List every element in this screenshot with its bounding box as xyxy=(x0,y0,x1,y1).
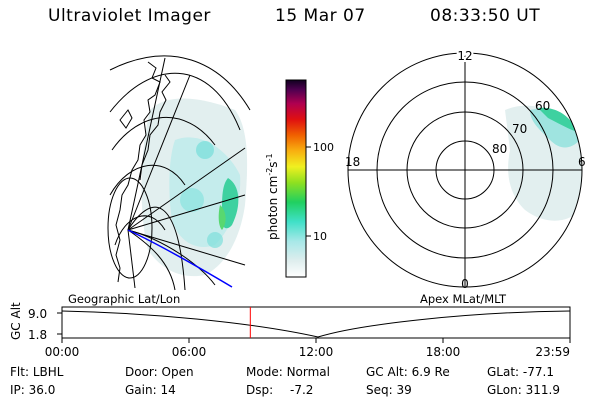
colorbar-tick-10: 10 xyxy=(313,230,327,243)
status-mode: Mode: Normal xyxy=(246,365,330,379)
altitude-timeline: GC Alt 9.0 1.8 00:00 06:00 12:00 18:00 2… xyxy=(9,302,571,359)
status-flt: Flt: LBHL xyxy=(10,365,64,379)
geographic-map: Geographic Lat/Lon xyxy=(68,55,251,306)
coastline-inner xyxy=(139,74,171,181)
time-label: 08:33:50 UT xyxy=(430,6,541,26)
mlt-label-12: 12 xyxy=(457,49,472,63)
status-dsp: Dsp: -7.2 xyxy=(246,383,313,397)
status-door: Door: Open xyxy=(125,365,194,379)
svg-text:12: 12 xyxy=(457,49,472,63)
timeline-xtick-0: 00:00 xyxy=(45,345,80,359)
timeline-axis-label: GC Alt xyxy=(9,302,23,340)
mlat-label-80: 80 xyxy=(492,142,507,156)
timeline-frame xyxy=(61,306,571,339)
timeline-ytick-9: 9.0 xyxy=(28,307,47,321)
status-gc-alt: GC Alt: 6.9 Re xyxy=(366,365,450,379)
status-panel: Flt: LBHL IP: 36.0 Door: Open Gain: 14 M… xyxy=(10,365,560,397)
timeline-xtick-2: 12:00 xyxy=(299,345,334,359)
color-scale xyxy=(285,79,307,278)
status-glat: GLat: -77.1 xyxy=(487,365,554,379)
mlt-label-18: 18 xyxy=(345,155,360,169)
polar-panel-caption: Apex MLat/MLT xyxy=(420,292,507,306)
mlt-label-0: 0 xyxy=(461,277,469,291)
colorbar-tick-100: 100 xyxy=(313,141,334,154)
mlat-label-70: 70 xyxy=(512,122,527,136)
status-seq: Seq: 39 xyxy=(366,383,412,397)
mlt-label-6: 6 xyxy=(578,155,586,169)
polar-grid xyxy=(347,52,583,288)
geo-panel-caption: Geographic Lat/Lon xyxy=(68,292,180,306)
polar-emission-peak xyxy=(538,107,578,132)
timeline-xtick-1: 06:00 xyxy=(172,345,207,359)
status-gain: Gain: 14 xyxy=(125,383,176,397)
timeline-xtick-4: 23:59 xyxy=(535,345,570,359)
polar-plot: 12 12 18 6 0 60 70 80 Apex MLat/MLT xyxy=(345,47,586,306)
status-ip: IP: 36.0 xyxy=(10,383,55,397)
color-bar: 100 10 photon cm-2s-1 xyxy=(265,79,334,278)
emission-peak xyxy=(221,178,239,229)
timeline-ytick-1-8: 1.8 xyxy=(28,328,47,342)
date-label: 15 Mar 07 xyxy=(275,6,366,26)
satellite-track xyxy=(127,229,233,288)
mlat-label-60: 60 xyxy=(535,99,550,113)
timeline-xtick-3: 18:00 xyxy=(426,345,461,359)
altitude-curve xyxy=(61,310,571,338)
coastline xyxy=(115,61,161,283)
status-glon: GLon: 311.9 xyxy=(487,383,560,397)
colorbar-label: photon cm-2s-1 xyxy=(265,153,280,240)
app-title: Ultraviolet Imager xyxy=(48,6,211,26)
